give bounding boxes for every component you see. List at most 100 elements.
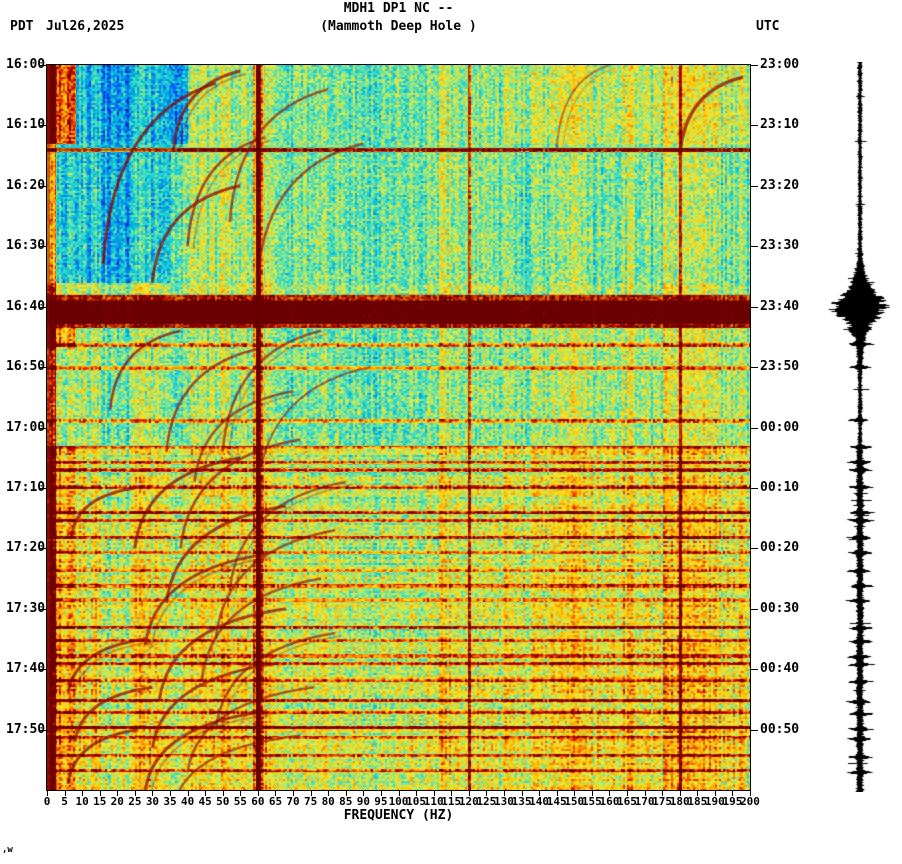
freq-tick	[293, 791, 295, 796]
freq-tick	[609, 791, 611, 796]
freq-tick-label: 55	[233, 795, 247, 808]
freq-tick	[257, 791, 259, 796]
freq-tick	[521, 791, 523, 796]
freq-tick-label: 175	[652, 795, 673, 808]
freq-tick-label: 80	[321, 795, 335, 808]
right-time-tick	[751, 125, 758, 127]
freq-tick	[99, 791, 101, 796]
freq-tick-label: 130	[494, 795, 514, 808]
left-time-label: 17:10	[6, 479, 46, 495]
left-time-label: 17:30	[6, 600, 46, 616]
freq-tick	[644, 791, 646, 796]
freq-tick	[626, 791, 628, 796]
freq-tick	[697, 791, 699, 796]
freq-tick-label: 20	[110, 795, 124, 808]
freq-tick-label: 200	[740, 795, 760, 808]
left-time-label: 16:40	[6, 298, 46, 314]
freq-tick	[416, 791, 418, 796]
freq-tick-label: 135	[511, 795, 532, 808]
freq-tick	[732, 791, 734, 796]
freq-tick	[345, 791, 347, 796]
left-time-tick	[40, 427, 47, 429]
right-time-tick	[751, 729, 758, 731]
freq-tick-label: 165	[617, 795, 637, 808]
freq-tick-label: 5	[61, 795, 68, 808]
freq-tick	[750, 791, 751, 796]
right-time-label: 00:40	[760, 661, 800, 677]
freq-tick-label: 50	[216, 795, 230, 808]
freq-tick-label: 45	[198, 795, 212, 808]
left-time-label: 16:20	[6, 177, 46, 193]
freq-tick	[47, 791, 48, 796]
freq-tick-label: 100	[388, 795, 409, 808]
freq-tick	[679, 791, 681, 796]
freq-tick-label: 195	[722, 795, 743, 808]
freq-tick-label: 145	[546, 795, 567, 808]
freq-tick	[556, 791, 558, 796]
seismogram-trace-canvas	[825, 62, 895, 792]
freq-tick-label: 110	[423, 795, 444, 808]
frequency-axis-label: FREQUENCY (HZ)	[343, 808, 454, 823]
freq-tick	[503, 791, 505, 796]
left-time-label: 17:00	[6, 419, 46, 435]
right-time-label: 00:50	[760, 721, 800, 737]
left-time-tick	[40, 367, 47, 369]
freq-tick-label: 70	[286, 795, 300, 808]
left-time-tick	[40, 548, 47, 550]
left-time-tick	[40, 306, 47, 308]
spectrogram-plot-frame	[46, 64, 751, 791]
freq-tick	[714, 791, 716, 796]
freq-tick	[451, 791, 453, 796]
timezone-left-label: PDT	[10, 19, 34, 34]
left-time-label: 17:40	[6, 661, 46, 677]
right-time-tick	[751, 427, 758, 429]
freq-tick-label: 35	[163, 795, 177, 808]
freq-tick-label: 60	[251, 795, 265, 808]
freq-tick-label: 15	[93, 795, 107, 808]
freq-tick	[82, 791, 84, 796]
right-time-label: 00:20	[760, 540, 800, 556]
freq-tick-label: 0	[43, 795, 51, 808]
freq-tick-label: 115	[441, 795, 462, 808]
freq-tick	[134, 791, 136, 796]
station-title: MDH1 DP1 NC --	[343, 1, 454, 16]
freq-tick	[363, 791, 365, 796]
left-time-label: 17:20	[6, 540, 46, 556]
right-time-tick	[751, 548, 758, 550]
freq-tick	[662, 791, 664, 796]
freq-tick	[170, 791, 172, 796]
freq-tick	[205, 791, 207, 796]
right-time-label: 23:20	[760, 177, 800, 193]
freq-tick-label: 75	[304, 795, 318, 808]
freq-tick-label: 105	[406, 795, 426, 808]
freq-tick-label: 120	[458, 795, 479, 808]
right-time-label: 00:00	[760, 419, 800, 435]
left-time-tick	[40, 487, 47, 489]
freq-tick-label: 185	[687, 795, 708, 808]
freq-tick	[187, 791, 189, 796]
freq-tick-label: 95	[374, 795, 388, 808]
freq-tick	[433, 791, 435, 796]
station-subtitle: (Mammoth Deep Hole )	[320, 19, 477, 34]
freq-tick	[486, 791, 488, 796]
right-time-tick	[751, 669, 758, 671]
right-time-tick	[751, 246, 758, 248]
right-time-tick	[751, 185, 758, 187]
freq-tick	[152, 791, 154, 796]
right-time-tick	[751, 608, 758, 610]
timezone-right-label: UTC	[756, 19, 780, 34]
freq-tick	[222, 791, 224, 796]
right-time-tick	[751, 306, 758, 308]
freq-tick	[328, 791, 330, 796]
left-time-label: 17:50	[6, 721, 46, 737]
freq-tick-label: 190	[704, 795, 725, 808]
right-time-label: 23:50	[760, 359, 800, 375]
freq-tick	[468, 791, 470, 796]
freq-tick	[310, 791, 312, 796]
right-time-tick	[751, 487, 758, 489]
freq-tick-label: 150	[564, 795, 585, 808]
freq-tick-label: 180	[669, 795, 690, 808]
freq-tick-label: 85	[339, 795, 353, 808]
freq-tick	[240, 791, 242, 796]
freq-tick-label: 10	[75, 795, 89, 808]
